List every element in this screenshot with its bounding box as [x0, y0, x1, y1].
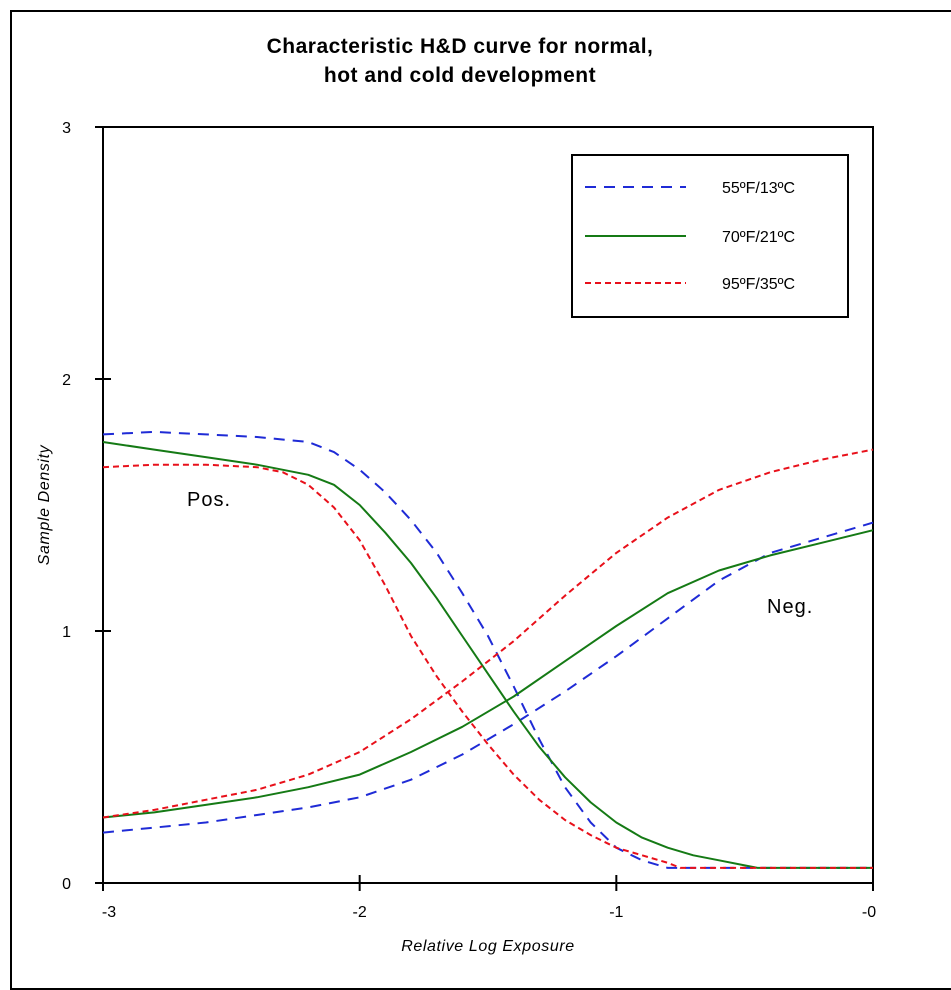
series-layer: [102, 430, 874, 869]
legend: 55ºF/13ºC 70ºF/21ºC 95ºF/35ºC: [571, 154, 849, 318]
series-line-negative-5: [102, 448, 874, 819]
annotation-neg: Neg.: [767, 596, 813, 618]
x-tick-label: -3: [102, 904, 116, 921]
y-tick-label: 0: [62, 876, 71, 893]
series-line-negative-3: [102, 529, 874, 819]
x-tick-label: -0: [862, 904, 876, 921]
series-line-positive-0: [102, 430, 873, 869]
x-tick-label: -1: [609, 904, 623, 921]
y-axis-label: Sample Density: [36, 444, 53, 565]
plot-area-border: [102, 126, 874, 884]
legend-label-70f: 70ºF/21ºC: [722, 229, 795, 246]
legend-label-95f: 95ºF/35ºC: [722, 276, 795, 293]
x-tick-label: -2: [353, 904, 367, 921]
series-line-positive-2: [102, 441, 873, 869]
x-axis-label: Relative Log Exposure: [401, 938, 575, 955]
series-line-negative-1: [102, 521, 874, 834]
y-tick-label: 1: [62, 624, 71, 641]
legend-label-55f: 55ºF/13ºC: [722, 180, 795, 197]
chart-title-line-1: Characteristic H&D curve for normal,: [267, 35, 654, 58]
y-tick-label: 2: [62, 372, 71, 389]
y-tick-label: 3: [62, 120, 71, 137]
chart-title-line-2: hot and cold development: [324, 64, 596, 87]
series-line-positive-4: [102, 463, 873, 869]
annotation-pos: Pos.: [187, 489, 231, 511]
axis-layer: -3 -2 -1 -0 0 1 2 3: [62, 120, 876, 921]
